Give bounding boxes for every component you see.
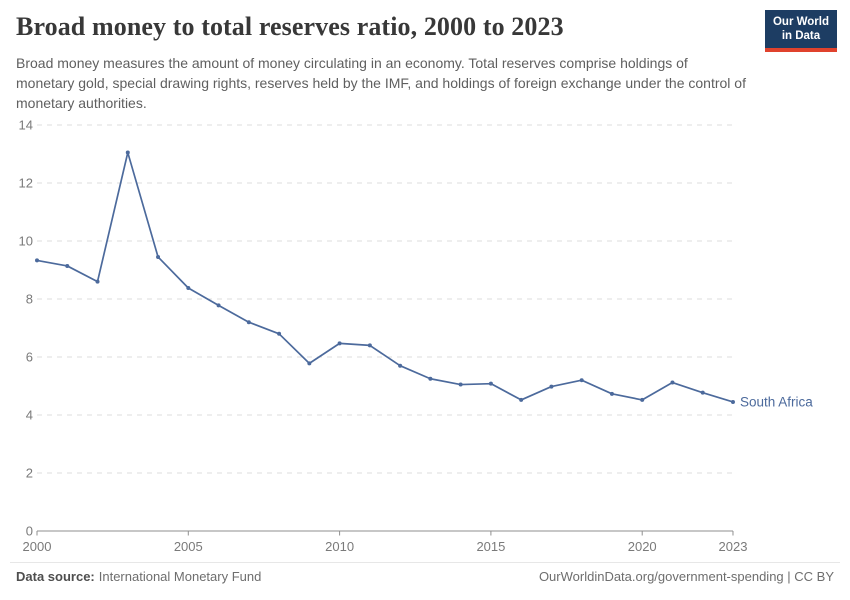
data-point <box>488 381 493 386</box>
data-point <box>428 376 433 381</box>
chart-area: 0 2 4 6 8 10 12 14 2000 2005 2010 2015 2020 2023 South… <box>0 108 850 558</box>
x-tick-label: 2015 <box>476 539 505 554</box>
data-point <box>246 320 251 325</box>
page-title: Broad money to total reserves ratio, 200… <box>16 12 564 41</box>
chart-footer: Data source: International Monetary Fund … <box>16 569 834 584</box>
x-tick-label: 2023 <box>719 539 748 554</box>
y-tick-label: 4 <box>26 408 33 423</box>
data-point <box>398 363 403 368</box>
data-point <box>216 303 221 308</box>
owid-logo-line1: Our World <box>772 16 829 28</box>
data-point <box>65 263 70 268</box>
y-tick-label: 6 <box>26 350 33 365</box>
y-tick-label: 10 <box>19 234 33 249</box>
y-tick-label: 2 <box>26 466 33 481</box>
data-point <box>458 382 463 387</box>
data-source: Data source: International Monetary Fund <box>16 569 261 584</box>
data-point <box>549 384 554 389</box>
x-tick-label: 2020 <box>628 539 657 554</box>
data-source-value: International Monetary Fund <box>98 569 262 584</box>
y-tick-label: 0 <box>26 524 33 539</box>
data-point <box>640 397 645 402</box>
x-tick-label: 2005 <box>174 539 203 554</box>
data-point <box>186 285 191 290</box>
owid-logo: Our World in Data <box>764 10 837 52</box>
data-point <box>277 331 282 336</box>
data-point <box>125 150 130 155</box>
series-label: South Africa <box>740 394 813 409</box>
footer-divider <box>10 562 840 563</box>
data-point <box>156 254 161 259</box>
owid-credit-link[interactable]: OurWorldinData.org/government-spending |… <box>538 569 834 584</box>
data-point <box>670 380 675 385</box>
x-tick-label: 2010 <box>325 539 354 554</box>
data-source-label: Data source: <box>16 569 95 584</box>
data-point <box>730 399 735 404</box>
data-point <box>579 378 584 383</box>
data-point <box>367 343 372 348</box>
data-point <box>337 341 342 346</box>
data-point <box>519 397 524 402</box>
y-tick-label: 8 <box>26 292 33 307</box>
data-point <box>609 391 614 396</box>
data-point <box>95 279 100 284</box>
owid-logo-line2: in Data <box>781 30 821 43</box>
data-point <box>700 390 705 395</box>
y-tick-label: 12 <box>19 176 33 191</box>
x-tick-label: 2000 <box>23 539 52 554</box>
chart-line-south-africa <box>36 151 734 403</box>
chart-canvas: 0 2 4 6 8 10 12 14 2000 2005 2010 2015 2020 2023 South… <box>19 118 814 555</box>
data-point <box>307 361 312 366</box>
data-point <box>35 258 39 263</box>
y-tick-label: 14 <box>19 118 33 133</box>
chart-subtitle: Broad money measures the amount of money… <box>16 55 746 111</box>
